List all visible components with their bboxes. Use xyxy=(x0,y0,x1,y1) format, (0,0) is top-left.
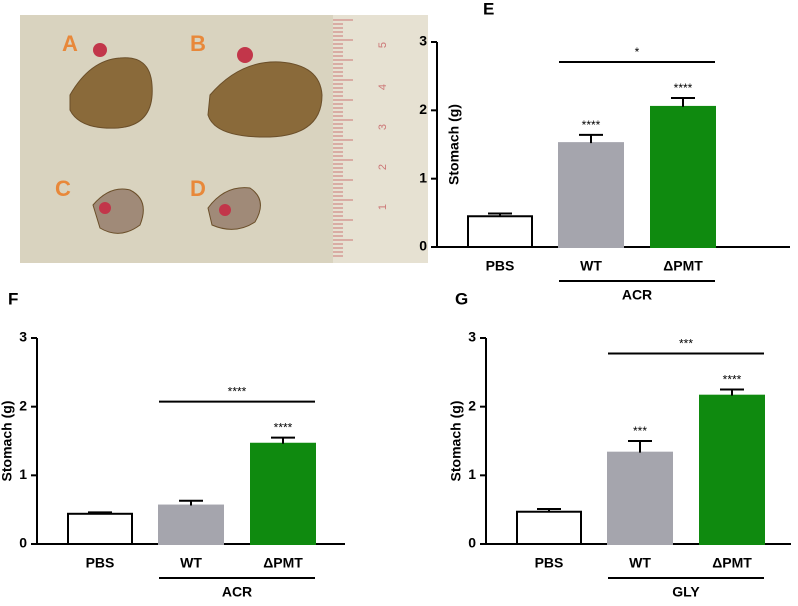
significance-label: **** xyxy=(582,118,601,132)
photo-panel: A B C D 5 4 3 2 1 xyxy=(20,15,428,263)
y-axis-label: Stomach (g) xyxy=(0,401,15,482)
tissue-d xyxy=(219,204,231,216)
y-axis-label: Stomach (g) xyxy=(448,401,464,482)
group-label: ACR xyxy=(622,287,652,303)
tissue-a xyxy=(93,43,107,57)
photo-labels: A B C D xyxy=(55,31,206,201)
bar xyxy=(467,215,533,248)
x-tick-label: WT xyxy=(180,555,202,571)
x-tick-label: PBS xyxy=(86,555,115,571)
kidneys xyxy=(69,57,323,234)
y-tick-label: 2 xyxy=(468,397,476,413)
x-tick-label: WT xyxy=(580,258,602,274)
error-bar xyxy=(271,436,295,444)
error-bar xyxy=(628,440,652,453)
bar xyxy=(699,394,765,545)
y-axis-label: Stomach (g) xyxy=(446,104,462,185)
ruler-ticks xyxy=(333,19,353,257)
y-tick-label: 0 xyxy=(468,535,476,551)
kidney-a xyxy=(69,57,153,129)
significance-label: **** xyxy=(723,373,742,387)
ruler-labels: 5 4 3 2 1 xyxy=(377,42,389,210)
ruler-label: 4 xyxy=(377,84,389,90)
y-tick-label: 3 xyxy=(19,329,27,345)
tissue-c xyxy=(99,202,111,214)
bar xyxy=(650,105,716,248)
bar xyxy=(516,510,582,545)
kidney-b xyxy=(207,61,323,138)
significance-label: **** xyxy=(228,385,247,399)
bar xyxy=(67,512,133,546)
y-tick-label: 2 xyxy=(19,397,27,413)
bar xyxy=(250,442,316,546)
tissue xyxy=(93,43,253,216)
chart-panel: F Stomach (g) 0 1 2 3 PBS WT ΔPMT **** **** ACR xyxy=(0,289,345,600)
y-tick-label: 3 xyxy=(419,33,427,49)
significance-label: *** xyxy=(679,337,693,351)
bar xyxy=(158,504,224,545)
group-label: GLY xyxy=(672,584,700,600)
significance-label: *** xyxy=(633,424,647,438)
kidney-c xyxy=(92,188,144,234)
x-tick-label: WT xyxy=(629,555,651,571)
significance-label: **** xyxy=(274,421,293,435)
photo-label: C xyxy=(55,176,71,201)
group-label: ACR xyxy=(222,584,252,600)
ruler-label: 2 xyxy=(377,164,389,170)
error-bar xyxy=(720,388,744,396)
ruler-label: 1 xyxy=(377,204,389,210)
panel-letter: F xyxy=(8,289,18,308)
error-bar xyxy=(671,97,695,107)
y-tick-label: 1 xyxy=(419,169,427,185)
y-tick-label: 2 xyxy=(419,101,427,117)
ruler-label: 3 xyxy=(377,124,389,130)
significance-label: **** xyxy=(674,81,693,95)
bar xyxy=(607,451,673,546)
significance-label: * xyxy=(635,45,640,59)
error-bar xyxy=(537,507,561,512)
y-tick-label: 0 xyxy=(19,535,27,551)
y-tick-label: 3 xyxy=(468,329,476,345)
y-tick-label: 1 xyxy=(468,466,476,482)
photo-label: D xyxy=(190,176,206,201)
bar xyxy=(558,142,624,248)
x-tick-label: PBS xyxy=(535,555,564,571)
error-bar xyxy=(88,511,112,514)
x-tick-label: PBS xyxy=(486,258,515,274)
y-tick-label: 0 xyxy=(419,238,427,254)
kidney-d xyxy=(207,187,261,230)
y-tick-label: 1 xyxy=(19,466,27,482)
tissue-b xyxy=(237,47,253,63)
error-bar xyxy=(579,133,603,144)
ruler-label: 5 xyxy=(377,42,389,48)
x-tick-label: ΔPMT xyxy=(663,258,703,274)
panel-letter: E xyxy=(483,0,494,18)
x-tick-label: ΔPMT xyxy=(263,555,303,571)
x-tick-label: ΔPMT xyxy=(712,555,752,571)
photo-label: A xyxy=(62,31,78,56)
error-bar xyxy=(179,499,203,506)
error-bar xyxy=(488,212,512,217)
photo-label: B xyxy=(190,31,206,56)
ruler xyxy=(333,15,428,263)
panel-letter: G xyxy=(455,289,468,308)
